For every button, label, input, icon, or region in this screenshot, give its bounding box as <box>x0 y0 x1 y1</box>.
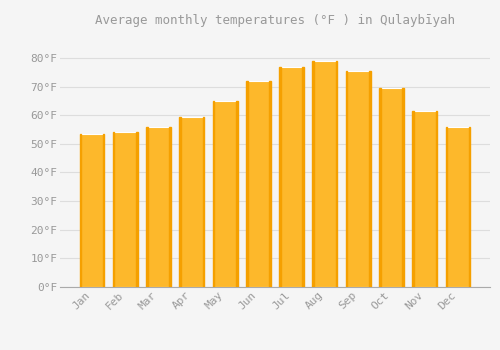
Bar <box>180 117 181 287</box>
Bar <box>246 81 271 287</box>
Bar <box>402 88 404 287</box>
Bar <box>412 111 414 287</box>
Bar <box>146 127 171 287</box>
Bar <box>180 117 204 287</box>
Bar <box>80 134 81 287</box>
Bar <box>103 134 104 287</box>
Bar <box>346 71 348 287</box>
Bar <box>369 71 370 287</box>
Bar <box>279 66 281 287</box>
Bar <box>469 127 470 287</box>
Bar <box>379 88 380 287</box>
Bar <box>279 66 304 287</box>
Bar <box>412 111 437 287</box>
Bar <box>346 71 370 287</box>
Title: Average monthly temperatures (°F ) in Qulaybīyah: Average monthly temperatures (°F ) in Qu… <box>95 14 455 27</box>
Bar <box>146 127 148 287</box>
Bar <box>269 81 271 287</box>
Bar <box>212 101 238 287</box>
Bar <box>302 66 304 287</box>
Bar <box>212 101 214 287</box>
Bar <box>336 61 338 287</box>
Bar <box>436 111 437 287</box>
Bar <box>113 132 138 287</box>
Bar <box>113 132 114 287</box>
Bar <box>312 61 338 287</box>
Bar <box>136 132 138 287</box>
Bar <box>170 127 171 287</box>
Bar <box>236 101 238 287</box>
Bar <box>312 61 314 287</box>
Bar <box>80 134 104 287</box>
Bar <box>446 127 470 287</box>
Bar <box>202 117 204 287</box>
Bar <box>379 88 404 287</box>
Bar <box>246 81 248 287</box>
Bar <box>446 127 447 287</box>
